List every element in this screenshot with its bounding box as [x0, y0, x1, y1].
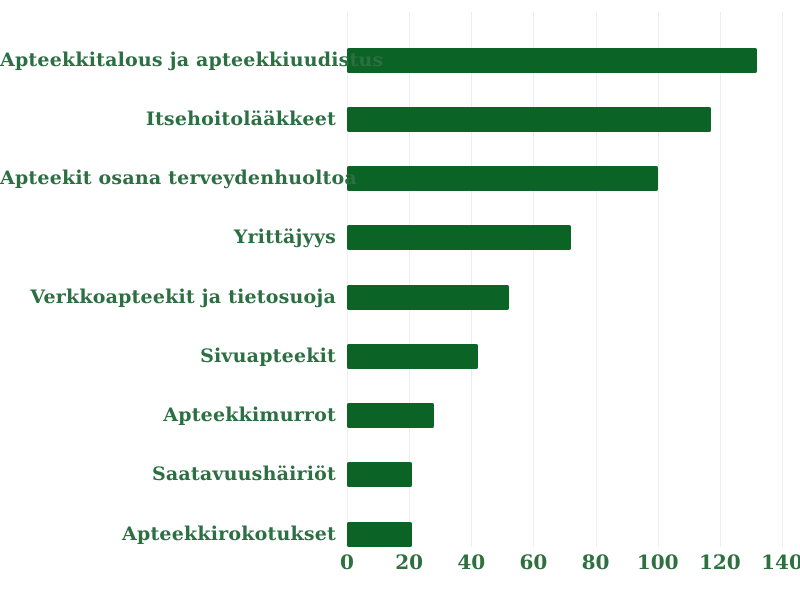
category-label: Apteekkitalous ja apteekkiuudistus: [0, 48, 384, 71]
x-axis-tick-label: 120: [698, 550, 741, 574]
bar: [347, 462, 413, 488]
category-label: Saatavuushäiriöt: [151, 463, 336, 486]
category-label: Verkkoapteekit ja tietosuoja: [30, 285, 336, 308]
bar: [347, 521, 413, 547]
gridline: [471, 12, 473, 547]
gridline: [719, 12, 721, 547]
bar: [347, 225, 571, 251]
bar: [347, 106, 711, 132]
bar: [347, 166, 658, 191]
bar: [347, 403, 434, 428]
x-axis-tick-label: 60: [519, 550, 548, 574]
gridline: [533, 12, 535, 547]
category-label: Sivuapteekit: [200, 344, 336, 367]
x-axis-tick-label: 20: [395, 550, 424, 574]
x-axis-tick-label: 0: [340, 550, 354, 574]
x-axis-tick-label: 100: [636, 550, 679, 574]
category-label: Apteekkimurrot: [163, 404, 336, 426]
x-axis-tick-label: 140: [761, 550, 800, 574]
category-label: Apteekkirokotukset: [122, 522, 336, 545]
category-label: Yrittäjyys: [233, 226, 336, 249]
gridline: [347, 12, 348, 547]
plot-area: [347, 12, 783, 547]
bar: [347, 47, 758, 73]
x-axis-tick-label: 40: [457, 550, 486, 574]
gridline: [657, 12, 659, 547]
gridline: [409, 12, 411, 547]
bar: [347, 284, 509, 310]
x-axis-tick-label: 80: [581, 550, 610, 574]
gridline: [595, 12, 597, 547]
category-label: Itsehoitolääkkeet: [145, 107, 336, 130]
bar: [347, 343, 478, 369]
category-label: Apteekit osana terveydenhuoltoa: [0, 167, 357, 189]
gridline: [782, 12, 783, 547]
